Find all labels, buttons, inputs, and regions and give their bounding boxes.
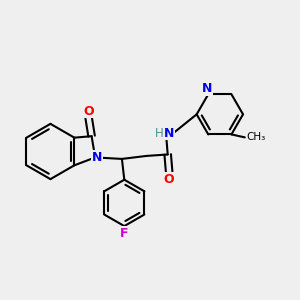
Text: N: N (92, 151, 102, 164)
Text: N: N (164, 127, 174, 140)
Text: CH₃: CH₃ (246, 132, 266, 142)
Text: O: O (83, 105, 94, 118)
Text: N: N (202, 82, 212, 95)
Text: O: O (164, 173, 175, 186)
Text: F: F (120, 227, 129, 240)
Text: H: H (154, 127, 163, 140)
